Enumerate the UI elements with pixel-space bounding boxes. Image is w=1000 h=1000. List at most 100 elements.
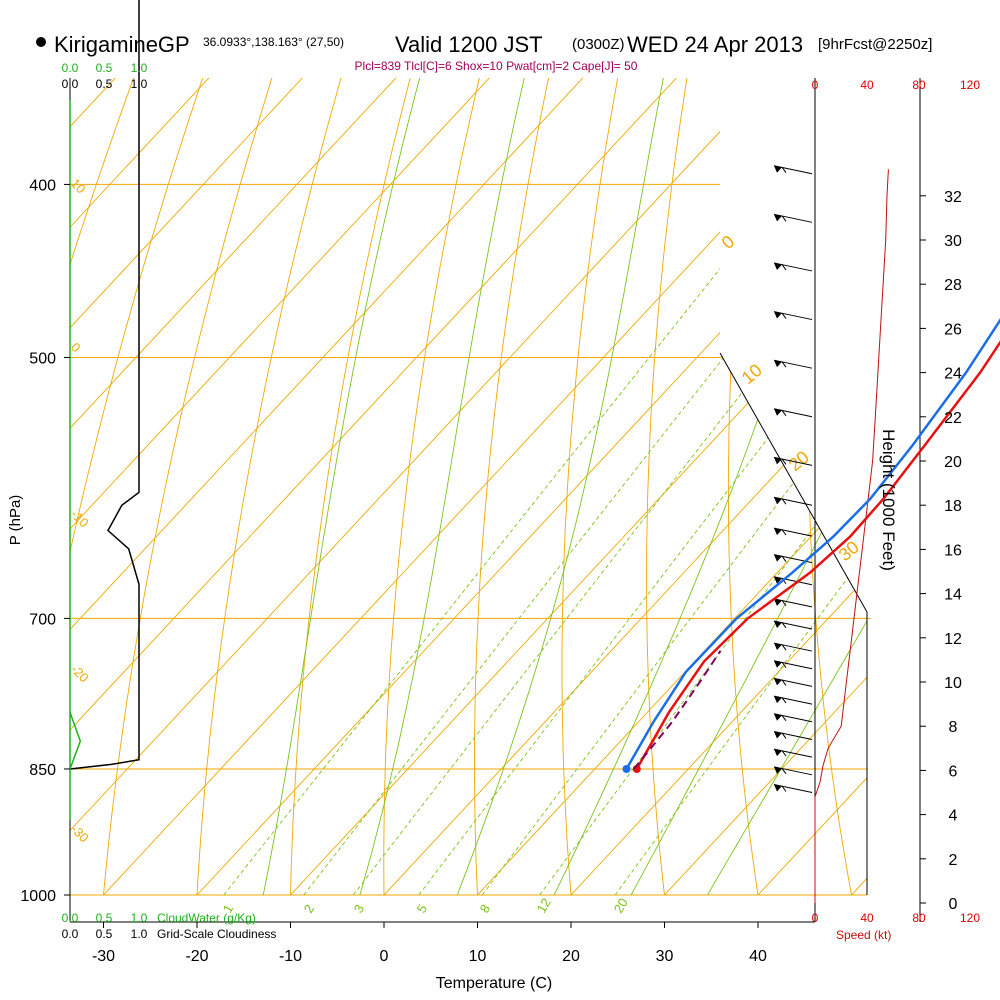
temperature-tick-label: 20 <box>562 948 580 965</box>
wind-barb-flag <box>774 408 782 416</box>
dry-adiabat <box>646 78 753 895</box>
height-tick-label: 16 <box>944 542 962 559</box>
mixing-ratio-line <box>223 184 788 895</box>
wind-barb-feather <box>781 215 787 222</box>
dry-adiabat <box>383 78 568 895</box>
wind-speed-tick-top: 40 <box>860 78 874 92</box>
station-name: KirigamineGP <box>54 32 190 57</box>
mixing-ratio-label: 12 <box>534 895 554 915</box>
isotherm <box>70 78 790 895</box>
dry-adiabat <box>194 78 446 895</box>
wind-barb-flag <box>774 497 782 505</box>
cloudiness-tick-top: 1.0 <box>131 77 148 91</box>
forecast-info: [9hrFcst@2250z] <box>818 36 932 53</box>
y-axis-title: P (hPa) <box>7 495 24 546</box>
wind-barb <box>773 311 813 321</box>
wind-barb-flag <box>774 165 782 173</box>
height-tick-label: 32 <box>944 189 962 206</box>
dewpoint-surface-point <box>622 765 631 773</box>
wind-speed-tick-bottom: 80 <box>912 911 926 925</box>
moist-adiabat <box>348 78 611 895</box>
temperature-tick-label: 40 <box>749 948 767 965</box>
dry-adiabat <box>99 78 384 895</box>
isobar-lines <box>70 183 871 896</box>
wind-barb <box>773 359 813 369</box>
isotherm <box>535 78 867 895</box>
cloudiness-label: Grid-Scale Cloudiness <box>157 927 276 941</box>
valid-zulu: (0300Z) <box>572 36 625 53</box>
wind-barb-flag <box>774 598 782 606</box>
wind-barb <box>773 213 813 223</box>
wind-barb-flag <box>774 784 782 792</box>
wind-barb-flag <box>774 620 782 628</box>
pressure-tick-label: 700 <box>29 611 56 628</box>
height-tick-label: 12 <box>944 631 962 648</box>
wind-barb-feather <box>781 410 787 417</box>
dry-adiabat <box>561 78 691 895</box>
valid-time: Valid 1200 JST <box>395 32 543 57</box>
wind-panel <box>773 165 889 903</box>
cloudiness-tick-bottom: 1.0 <box>131 927 148 941</box>
wind-barb-flag <box>774 528 782 536</box>
temperature-tick-label: 10 <box>469 948 487 965</box>
temperature-tick-label: -10 <box>279 948 302 965</box>
moist-adiabat <box>610 78 867 895</box>
wind-barb <box>773 730 813 740</box>
wind-barb-flag <box>774 678 782 686</box>
dry-adiabat <box>289 78 507 895</box>
height-tick-label: 30 <box>944 233 962 250</box>
wind-barb <box>773 262 813 272</box>
height-tick-label: 20 <box>944 454 962 471</box>
wind-speed-tick-bottom: 120 <box>960 911 980 925</box>
wind-barb <box>773 598 813 608</box>
moist-adiabat <box>254 78 518 895</box>
height-tick-label: 26 <box>944 321 962 338</box>
wind-barb-flag <box>774 766 782 774</box>
temperature-tick-label: 0 <box>380 948 389 965</box>
wind-barb-feather <box>781 498 787 505</box>
height-tick-label: 10 <box>944 675 962 692</box>
wind-barb-flag <box>774 696 782 704</box>
wind-speed-tick-top: 80 <box>912 78 926 92</box>
temperature-tick-label: -30 <box>92 948 115 965</box>
sounding-series <box>622 318 1000 773</box>
wind-barb <box>773 660 813 670</box>
wind-barb-flag <box>774 457 782 465</box>
cloud-water-tick-bottom: 1.0 <box>131 911 148 925</box>
height-tick-label: 18 <box>944 498 962 515</box>
cloud-water-tick-bottom: 0.0 <box>62 911 79 925</box>
wind-barb-feather <box>781 785 787 792</box>
isotherm <box>70 78 867 895</box>
wind-speed-label: Speed (kt) <box>836 928 891 942</box>
pressure-tick-label: 500 <box>29 350 56 367</box>
wind-barb <box>773 165 813 175</box>
wind-barb <box>773 408 813 418</box>
wind-speed-profile-line <box>814 169 889 903</box>
wind-barb <box>773 713 813 723</box>
wind-barb-flag <box>774 731 782 739</box>
stability-indices: Plcl=839 Tlcl[C]=6 Shox=10 Pwat[cm]=2 Ca… <box>355 59 638 73</box>
wind-barb <box>773 642 813 652</box>
mixing-ratio-line <box>481 184 867 895</box>
isotherm <box>70 78 867 895</box>
moist-adiabat <box>441 78 737 895</box>
temperature-tick-label: -20 <box>185 948 208 965</box>
wind-barb-feather <box>781 661 787 669</box>
moist-adiabat <box>685 78 867 895</box>
wind-barb-flag <box>774 576 782 584</box>
wind-barb-flag <box>774 262 782 270</box>
wind-barb-feather <box>781 697 787 704</box>
parcel-line <box>633 650 722 770</box>
wind-barb-flag <box>774 214 782 222</box>
temperature-line <box>635 340 1000 770</box>
isotherm <box>441 78 867 895</box>
height-tick-label: 8 <box>949 719 958 736</box>
wind-barb-feather <box>781 732 787 739</box>
wind-barb-feather <box>781 768 787 775</box>
wind-barb-feather <box>781 312 787 319</box>
cloud-water-tick-top: 1.0 <box>131 61 148 75</box>
wind-barb-flag <box>774 311 782 319</box>
wind-barb-feather <box>781 361 787 368</box>
temperature-tick-label: 30 <box>656 948 674 965</box>
wind-barb-flag <box>774 749 782 757</box>
